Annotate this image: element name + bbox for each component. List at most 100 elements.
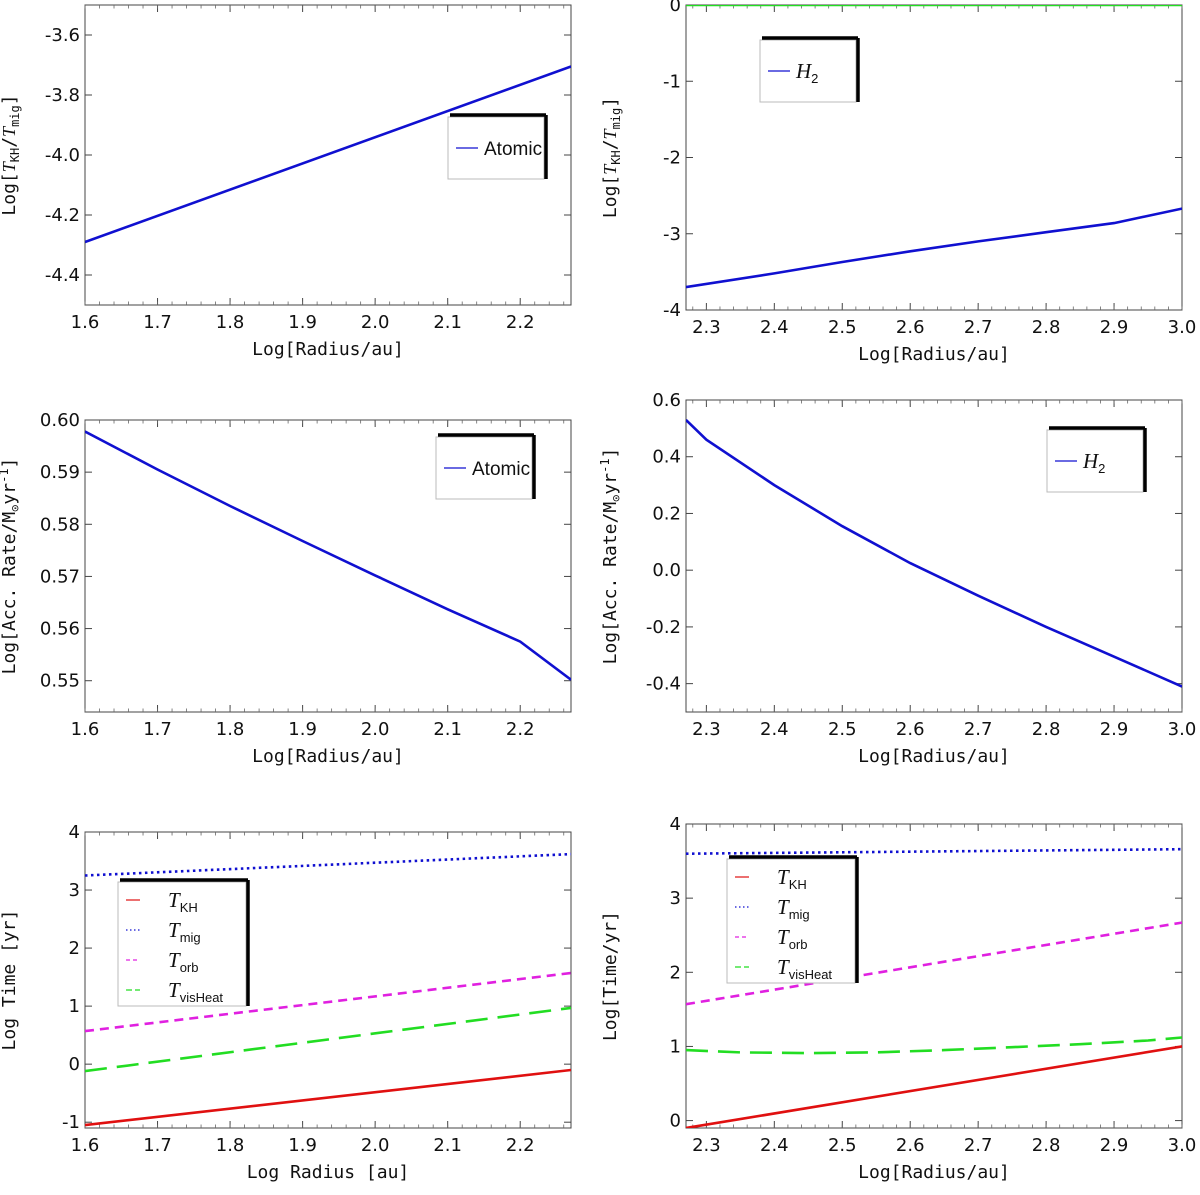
plot-frame (685, 399, 1183, 713)
x-tick-label: 2.9 (1100, 719, 1129, 740)
x-tick-label: 1.7 (143, 312, 172, 333)
legend: TKH Tmig Torb TvisHeat (117, 878, 250, 1007)
x-tick-label: 2.7 (964, 1135, 993, 1156)
x-tick-label: 1.9 (288, 719, 317, 740)
legend-box (117, 881, 247, 1007)
y-tick-label: 0.0 (652, 560, 681, 581)
legend-label: TKH (168, 888, 198, 915)
y-axis-label: Log Time [yr] (0, 910, 20, 1051)
legend-label: H2 (1082, 449, 1105, 476)
series-line-orb-2 (686, 921, 1182, 1006)
x-tick-label: 2.1 (433, 719, 462, 740)
x-axis-label: Log[Radius/au] (252, 746, 404, 767)
chart-panel-5: 1.6 1.7 1.8 1.9 2.0 2.1 2.2 -1 0 1 2 3 4 Log Radius [… (0, 822, 572, 1183)
y-tick-label: 0.59 (40, 462, 80, 483)
x-tick-label: 1.8 (216, 312, 245, 333)
x-tick-label: 2.8 (1032, 719, 1061, 740)
y-tick-label: 0 (670, 0, 681, 16)
y-tick-label: 3 (670, 888, 681, 909)
y-tick-label: 3 (69, 880, 80, 901)
x-tick-label: 3.0 (1168, 1135, 1197, 1156)
legend-box (726, 858, 856, 984)
series-line-kh-0 (85, 1068, 571, 1127)
y-axis-label: Log[TKH/Tmig] (0, 94, 22, 215)
x-axis-label: Log Radius [au] (247, 1162, 410, 1183)
legend: H2 (759, 36, 860, 103)
series-line-atomic-0 (85, 430, 571, 681)
plot-frame (685, 823, 1183, 1129)
x-tick-label: 2.3 (692, 719, 721, 740)
x-tick-label: 2.4 (760, 317, 789, 338)
x-tick-label: 2.7 (964, 719, 993, 740)
series-line-2-0 (686, 418, 1182, 688)
x-tick-label: 1.7 (143, 719, 172, 740)
y-tick-label: 0.6 (652, 390, 681, 411)
x-tick-label: 2.5 (828, 317, 857, 338)
legend: Atomic (447, 113, 548, 180)
series-line-mig-1 (686, 847, 1182, 855)
y-tick-label: 0 (670, 1111, 681, 1132)
legend-label: Torb (777, 925, 807, 952)
x-tick-label: 2.0 (361, 719, 390, 740)
y-axis-label: Log[Acc. Rate/M⊙yr-1] (0, 458, 22, 675)
legend-label: TvisHeat (777, 955, 832, 982)
legend-label: H2 (795, 59, 818, 86)
x-tick-label: 2.2 (506, 1135, 535, 1156)
legend-label: TKH (777, 865, 807, 892)
y-tick-label: -0.4 (646, 674, 681, 695)
y-tick-label: 0.55 (40, 671, 80, 692)
x-tick-label: 2.1 (433, 1135, 462, 1156)
x-tick-label: 2.7 (964, 317, 993, 338)
x-tick-label: 1.6 (71, 1135, 100, 1156)
y-tick-label: -3.6 (45, 25, 80, 46)
legend: H2 (1046, 426, 1147, 493)
y-tick-label: 0.58 (40, 514, 80, 535)
y-tick-label: -4 (663, 300, 681, 321)
x-tick-label: 1.7 (143, 1135, 172, 1156)
y-tick-label: -4.4 (45, 265, 80, 286)
series-line-mig-1 (85, 852, 571, 877)
x-axis-label: Log[Radius/au] (858, 746, 1010, 767)
y-tick-label: 4 (670, 814, 681, 835)
series-line-atomic-0 (85, 65, 571, 244)
x-tick-label: 2.2 (506, 312, 535, 333)
x-tick-label: 2.3 (692, 1135, 721, 1156)
y-tick-label: 0.2 (652, 503, 681, 524)
chart-panel-4: 2.3 2.4 2.5 2.6 2.7 2.8 2.9 3.0 -0.4 -0.2 0.0 0.2 0.… (598, 390, 1196, 767)
x-tick-label: 2.6 (896, 317, 925, 338)
x-tick-label: 3.0 (1168, 317, 1197, 338)
y-tick-label: 1 (670, 1036, 681, 1057)
x-axis-label: Log[Radius/au] (252, 339, 404, 360)
legend-label: Atomic (472, 459, 530, 480)
x-axis-label: Log[Radius/au] (858, 344, 1010, 365)
x-tick-label: 1.8 (216, 1135, 245, 1156)
x-tick-label: 1.9 (288, 312, 317, 333)
x-tick-label: 2.5 (828, 1135, 857, 1156)
x-tick-label: 2.0 (361, 1135, 390, 1156)
x-tick-label: 2.0 (361, 312, 390, 333)
x-tick-label: 2.3 (692, 317, 721, 338)
legend-label: Tmig (168, 918, 201, 945)
y-tick-label: -1 (62, 1112, 80, 1133)
x-tick-label: 2.9 (1100, 317, 1129, 338)
legend-label: Torb (168, 948, 198, 975)
chart-panel-1: 1.6 1.7 1.8 1.9 2.0 2.1 2.2 -4.4 -4.2 -4.0 -3.8 -3.… (0, 4, 572, 360)
y-tick-label: 4 (69, 822, 80, 843)
legend-label: Atomic (484, 139, 542, 160)
y-tick-label: 0 (69, 1054, 80, 1075)
chart-panel-6: 2.3 2.4 2.5 2.6 2.7 2.8 2.9 3.0 0 1 2 3 4 Log[Radius/… (600, 814, 1196, 1183)
series-line-kh-0 (686, 1045, 1182, 1128)
chart-panel-2: 2.3 2.4 2.5 2.6 2.7 2.8 2.9 3.0 -4 -3 -2 -1 0 Log[Rad… (600, 0, 1196, 365)
chart-panel-3: 1.6 1.7 1.8 1.9 2.0 2.1 2.2 0.55 0.56 0.57 0.58 0.5… (0, 410, 572, 767)
y-axis-label: Log[Acc. Rate/M⊙yr-1] (598, 448, 623, 665)
legend: Atomic (435, 433, 536, 500)
x-tick-label: 2.1 (433, 312, 462, 333)
series-line-visheat-3 (686, 1036, 1182, 1055)
series-line-visheat-3 (85, 1006, 571, 1073)
x-tick-label: 2.9 (1100, 1135, 1129, 1156)
y-tick-label: -4.0 (45, 145, 80, 166)
y-tick-label: -2 (663, 148, 681, 169)
y-tick-label: -3 (663, 224, 681, 245)
